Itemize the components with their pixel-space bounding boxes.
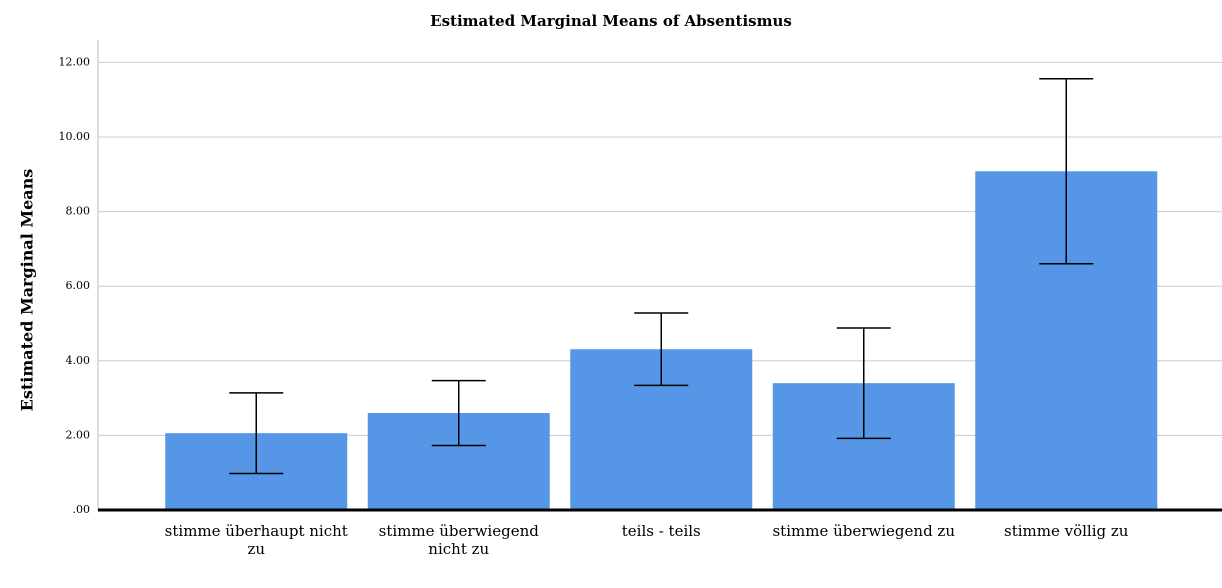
y-tick-label: 4.00 — [66, 354, 91, 367]
x-tick-label: stimme überwiegend nicht zu — [378, 522, 539, 558]
x-tick-label: teils - teils — [621, 522, 701, 540]
y-tick-label: 10.00 — [59, 130, 91, 143]
y-tick-label: .00 — [73, 503, 91, 516]
y-tick-label: 8.00 — [66, 205, 91, 218]
y-tick-label: 2.00 — [66, 428, 91, 441]
x-tick-label: stimme überhaupt nicht zu — [164, 522, 348, 558]
chart-title: Estimated Marginal Means of Absentismus — [430, 12, 792, 30]
y-tick-label: 6.00 — [66, 279, 91, 292]
x-tick-label: stimme überwiegend zu — [772, 522, 955, 540]
y-axis-label: Estimated Marginal Means — [18, 169, 37, 412]
x-tick-label: stimme völlig zu — [1004, 522, 1129, 540]
y-tick-label: 12.00 — [59, 55, 91, 68]
